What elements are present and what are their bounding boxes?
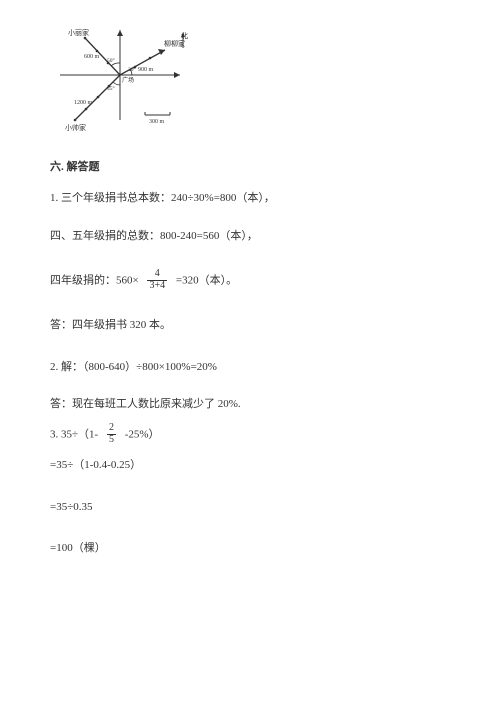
label-top-left: 小丽家: [68, 28, 89, 37]
q1-l3-pre: 四年级捐的：560×: [50, 275, 139, 287]
section-header: 六. 解答题: [50, 160, 450, 175]
label-a45: 45°: [107, 85, 115, 92]
q3-line2: =35÷（1-0.4-0.25）: [50, 458, 450, 473]
q1-line2: 四、五年级捐的总数：800-240=560（本），: [50, 229, 450, 244]
label-a30: 30°: [128, 66, 136, 73]
q3-frac-den: 5: [107, 435, 116, 446]
q3-line4: =100（棵）: [50, 541, 450, 556]
q1-line3: 四年级捐的：560× 4 3+4 =320（本）。: [50, 270, 450, 292]
q1-line1: 1. 三个年级捐书总本数：240÷30%=800（本），: [50, 191, 450, 206]
q3-line3: =35÷0.35: [50, 500, 450, 515]
direction-diagram: 小丽家 柳柳家 北 600 m 900 m 1200 m 300 m 50° 3…: [50, 20, 190, 140]
q3-l1-pre: 3. 35÷（1-: [50, 429, 98, 441]
diagram-svg: 小丽家 柳柳家 北 600 m 900 m 1200 m 300 m 50° 3…: [50, 20, 190, 140]
q3-l1-post: -25%）: [125, 429, 160, 441]
q2-answer: 答：现在每班工人数比原来减少了 20%.: [50, 397, 450, 412]
q1-frac-num: 4: [147, 269, 167, 281]
label-300: 300 m: [149, 119, 165, 125]
q1-answer: 答：四年级捐书 320 本。: [50, 318, 450, 333]
label-1200: 1200 m: [74, 100, 93, 106]
q3-line1: 3. 35÷（1- 2 5 -25%）: [50, 424, 450, 446]
q2-line1: 2. 解：（800-640）÷800×100%=20%: [50, 360, 450, 375]
q1-frac-den: 3+4: [147, 281, 167, 292]
label-center: 广场: [122, 76, 134, 84]
q1-l3-post: =320（本）。: [176, 275, 237, 287]
label-right: 柳柳家: [164, 39, 185, 48]
q3-fraction: 2 5: [107, 423, 116, 445]
label-bottom: 小帅家: [65, 123, 86, 132]
label-900: 900 m: [138, 67, 154, 73]
q1-fraction: 4 3+4: [147, 269, 167, 291]
label-a50: 50°: [107, 57, 115, 64]
label-600: 600 m: [84, 54, 100, 60]
